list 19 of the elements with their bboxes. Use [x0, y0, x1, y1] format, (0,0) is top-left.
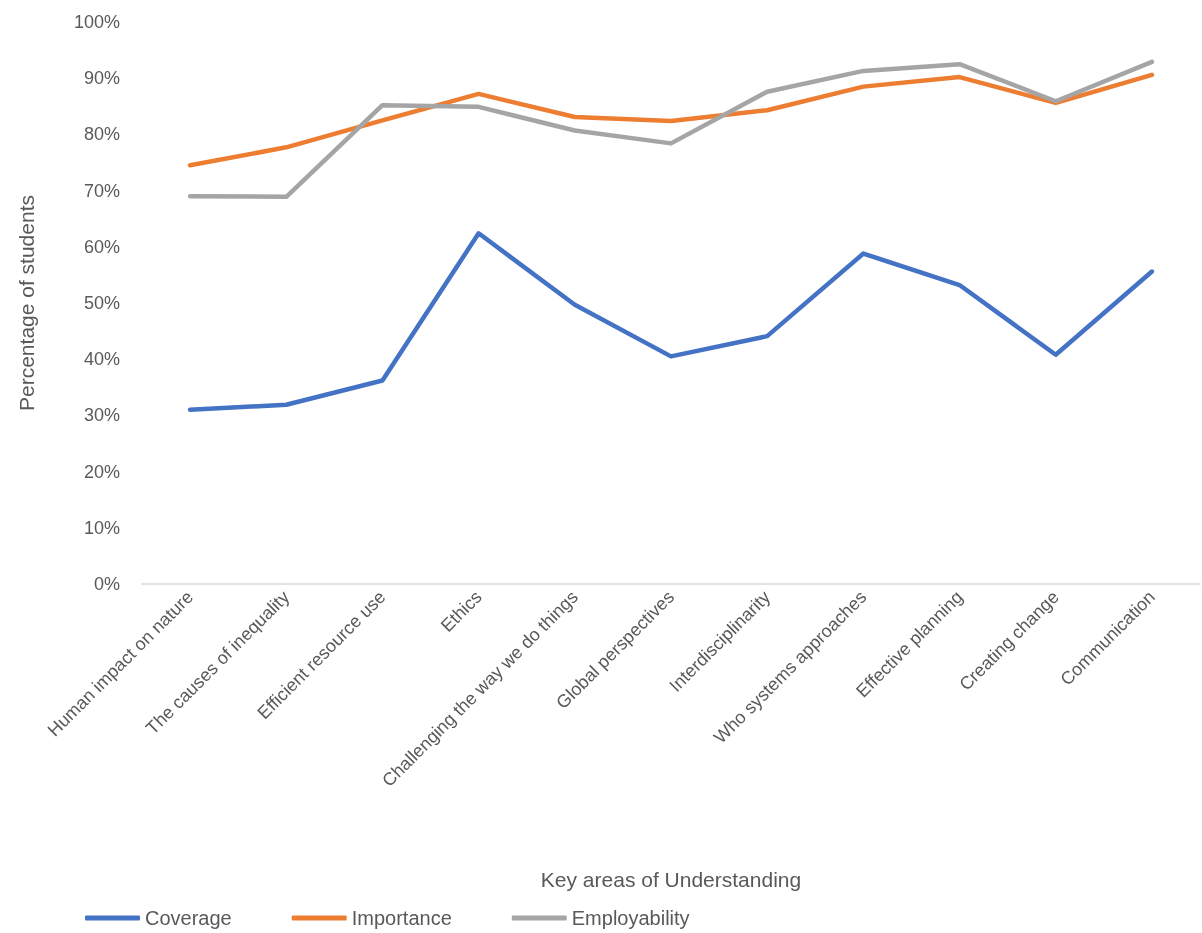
y-tick-label: 80%	[83, 124, 120, 145]
y-axis-title: Percentage of students	[15, 195, 38, 411]
y-tick-label: 70%	[83, 180, 120, 201]
line-series	[187, 231, 1155, 413]
legend-label: Importance	[351, 907, 452, 929]
y-tick-label: 100%	[73, 12, 120, 32]
x-axis-title: Key areas of Understanding	[540, 868, 802, 891]
y-tick-label: 30%	[83, 405, 120, 426]
y-tick-label: 10%	[83, 517, 120, 538]
legend-label: Employability	[571, 907, 690, 929]
y-tick-label: 40%	[83, 349, 120, 370]
y-tick-label: 90%	[83, 68, 120, 89]
line-series	[187, 59, 1155, 200]
legend-label: Coverage	[145, 907, 232, 929]
y-tick-label: 60%	[83, 236, 120, 257]
y-tick-label: 0%	[93, 574, 120, 594]
y-tick-label: 50%	[83, 293, 120, 313]
line-series	[187, 72, 1155, 168]
y-tick-label: 20%	[83, 461, 120, 482]
